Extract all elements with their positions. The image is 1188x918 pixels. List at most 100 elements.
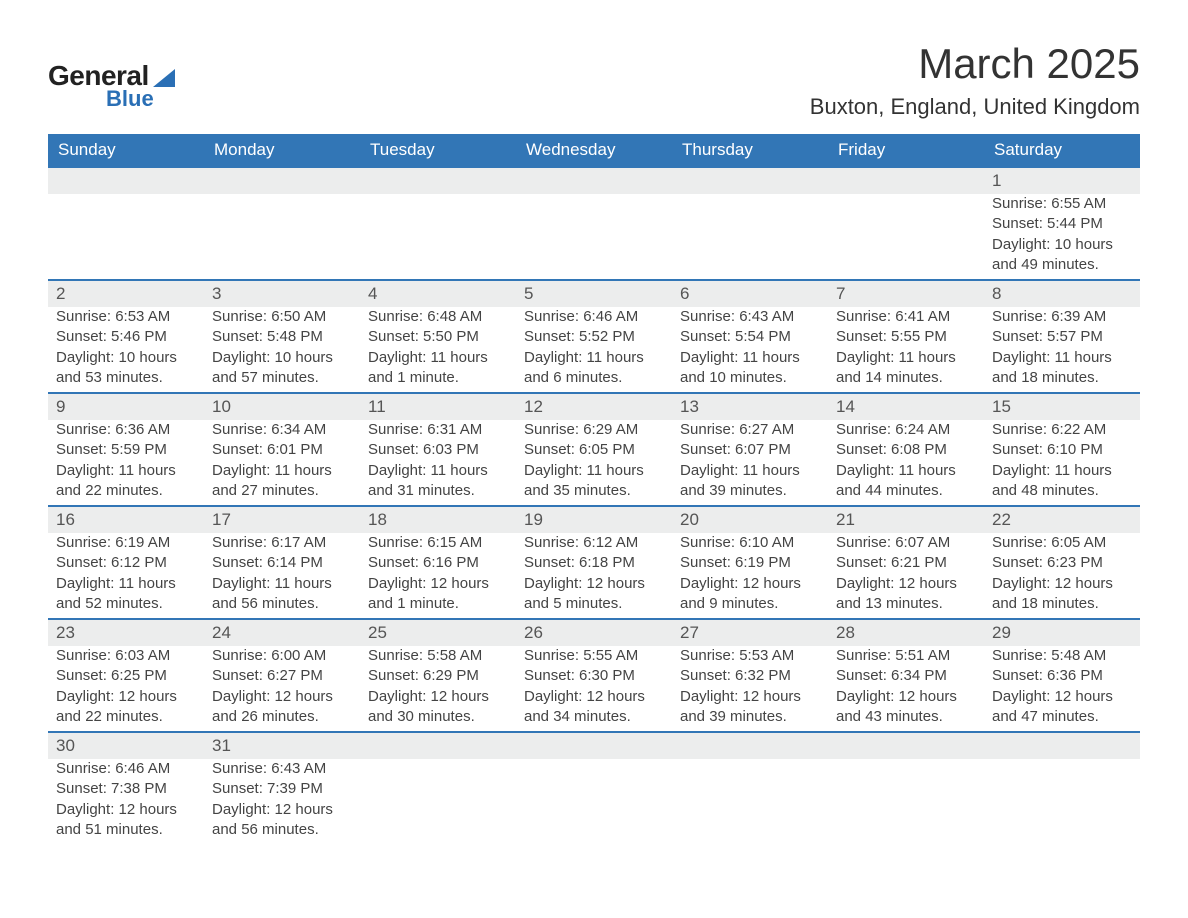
sunrise-text: Sunrise: 6:41 AM (836, 307, 976, 327)
sunrise-text: Sunrise: 6:10 AM (680, 533, 820, 553)
day-cell (360, 759, 516, 844)
sunrise-text: Sunrise: 5:58 AM (368, 646, 508, 666)
week-row: Sunrise: 6:19 AMSunset: 6:12 PMDaylight:… (48, 533, 1140, 618)
daylight-text: Daylight: 12 hours and 43 minutes. (836, 687, 976, 728)
daylight-text: Daylight: 11 hours and 27 minutes. (212, 461, 352, 502)
daylight-text: Daylight: 11 hours and 6 minutes. (524, 348, 664, 389)
sunset-text: Sunset: 7:39 PM (212, 779, 352, 799)
day-number: 6 (672, 281, 828, 307)
sunrise-text: Sunrise: 6:39 AM (992, 307, 1132, 327)
day-number: 2 (48, 281, 204, 307)
day-number: 1 (984, 168, 1140, 194)
daylight-text: Daylight: 11 hours and 31 minutes. (368, 461, 508, 502)
day-number: 20 (672, 507, 828, 533)
day-number: 19 (516, 507, 672, 533)
day-number: 26 (516, 620, 672, 646)
day-number (672, 733, 828, 759)
sunrise-text: Sunrise: 6:00 AM (212, 646, 352, 666)
sunset-text: Sunset: 5:55 PM (836, 327, 976, 347)
daylight-text: Daylight: 12 hours and 30 minutes. (368, 687, 508, 728)
day-number: 10 (204, 394, 360, 420)
day-number: 14 (828, 394, 984, 420)
sunset-text: Sunset: 6:03 PM (368, 440, 508, 460)
day-cell: Sunrise: 6:36 AMSunset: 5:59 PMDaylight:… (48, 420, 204, 505)
sunrise-text: Sunrise: 5:48 AM (992, 646, 1132, 666)
sunset-text: Sunset: 6:18 PM (524, 553, 664, 573)
day-number: 22 (984, 507, 1140, 533)
sunset-text: Sunset: 5:57 PM (992, 327, 1132, 347)
week-row: Sunrise: 6:36 AMSunset: 5:59 PMDaylight:… (48, 420, 1140, 505)
sunset-text: Sunset: 6:27 PM (212, 666, 352, 686)
title-block: March 2025 Buxton, England, United Kingd… (810, 40, 1140, 120)
day-cell: Sunrise: 5:48 AMSunset: 6:36 PMDaylight:… (984, 646, 1140, 731)
weekday-header: Thursday (672, 134, 828, 166)
daylight-text: Daylight: 10 hours and 53 minutes. (56, 348, 196, 389)
day-cell (984, 759, 1140, 844)
daylight-text: Daylight: 11 hours and 1 minute. (368, 348, 508, 389)
sunset-text: Sunset: 6:23 PM (992, 553, 1132, 573)
sunrise-text: Sunrise: 6:07 AM (836, 533, 976, 553)
day-number-row: 3031 (48, 731, 1140, 759)
daylight-text: Daylight: 12 hours and 51 minutes. (56, 800, 196, 841)
daylight-text: Daylight: 12 hours and 34 minutes. (524, 687, 664, 728)
day-cell: Sunrise: 6:17 AMSunset: 6:14 PMDaylight:… (204, 533, 360, 618)
sunset-text: Sunset: 6:05 PM (524, 440, 664, 460)
day-cell: Sunrise: 5:58 AMSunset: 6:29 PMDaylight:… (360, 646, 516, 731)
day-cell: Sunrise: 6:31 AMSunset: 6:03 PMDaylight:… (360, 420, 516, 505)
day-cell: Sunrise: 6:03 AMSunset: 6:25 PMDaylight:… (48, 646, 204, 731)
sunrise-text: Sunrise: 6:27 AM (680, 420, 820, 440)
day-cell: Sunrise: 5:53 AMSunset: 6:32 PMDaylight:… (672, 646, 828, 731)
daylight-text: Daylight: 11 hours and 18 minutes. (992, 348, 1132, 389)
day-cell: Sunrise: 6:12 AMSunset: 6:18 PMDaylight:… (516, 533, 672, 618)
daylight-text: Daylight: 11 hours and 10 minutes. (680, 348, 820, 389)
daylight-text: Daylight: 12 hours and 26 minutes. (212, 687, 352, 728)
day-number: 23 (48, 620, 204, 646)
daylight-text: Daylight: 10 hours and 57 minutes. (212, 348, 352, 389)
day-cell: Sunrise: 6:53 AMSunset: 5:46 PMDaylight:… (48, 307, 204, 392)
sunset-text: Sunset: 6:30 PM (524, 666, 664, 686)
sunrise-text: Sunrise: 6:17 AM (212, 533, 352, 553)
calendar: Sunday Monday Tuesday Wednesday Thursday… (48, 134, 1140, 844)
weekday-header: Sunday (48, 134, 204, 166)
sunset-text: Sunset: 6:07 PM (680, 440, 820, 460)
sunset-text: Sunset: 6:10 PM (992, 440, 1132, 460)
brand-triangle-icon (153, 69, 175, 87)
sunrise-text: Sunrise: 6:03 AM (56, 646, 196, 666)
daylight-text: Daylight: 12 hours and 9 minutes. (680, 574, 820, 615)
day-number-row: 2345678 (48, 279, 1140, 307)
day-number: 21 (828, 507, 984, 533)
page-header: General Blue March 2025 Buxton, England,… (48, 40, 1140, 120)
day-cell: Sunrise: 6:50 AMSunset: 5:48 PMDaylight:… (204, 307, 360, 392)
sunset-text: Sunset: 5:46 PM (56, 327, 196, 347)
week-row: Sunrise: 6:03 AMSunset: 6:25 PMDaylight:… (48, 646, 1140, 731)
sunset-text: Sunset: 6:14 PM (212, 553, 352, 573)
page-title: March 2025 (810, 40, 1140, 88)
sunrise-text: Sunrise: 6:19 AM (56, 533, 196, 553)
day-number (984, 733, 1140, 759)
day-number: 9 (48, 394, 204, 420)
sunrise-text: Sunrise: 6:29 AM (524, 420, 664, 440)
day-cell: Sunrise: 6:46 AMSunset: 5:52 PMDaylight:… (516, 307, 672, 392)
day-number: 4 (360, 281, 516, 307)
sunrise-text: Sunrise: 6:48 AM (368, 307, 508, 327)
page-subtitle: Buxton, England, United Kingdom (810, 94, 1140, 120)
brand-word-2: Blue (106, 86, 175, 112)
day-cell: Sunrise: 6:55 AMSunset: 5:44 PMDaylight:… (984, 194, 1140, 279)
day-number (204, 168, 360, 194)
day-number: 11 (360, 394, 516, 420)
day-number: 29 (984, 620, 1140, 646)
sunset-text: Sunset: 6:25 PM (56, 666, 196, 686)
day-cell (672, 759, 828, 844)
week-row: Sunrise: 6:55 AMSunset: 5:44 PMDaylight:… (48, 194, 1140, 279)
day-number: 25 (360, 620, 516, 646)
daylight-text: Daylight: 12 hours and 1 minute. (368, 574, 508, 615)
daylight-text: Daylight: 12 hours and 22 minutes. (56, 687, 196, 728)
day-cell (828, 194, 984, 279)
weekday-header: Monday (204, 134, 360, 166)
day-number (360, 733, 516, 759)
daylight-text: Daylight: 11 hours and 22 minutes. (56, 461, 196, 502)
sunrise-text: Sunrise: 6:43 AM (680, 307, 820, 327)
day-cell (828, 759, 984, 844)
day-cell (516, 759, 672, 844)
weekday-header: Saturday (984, 134, 1140, 166)
